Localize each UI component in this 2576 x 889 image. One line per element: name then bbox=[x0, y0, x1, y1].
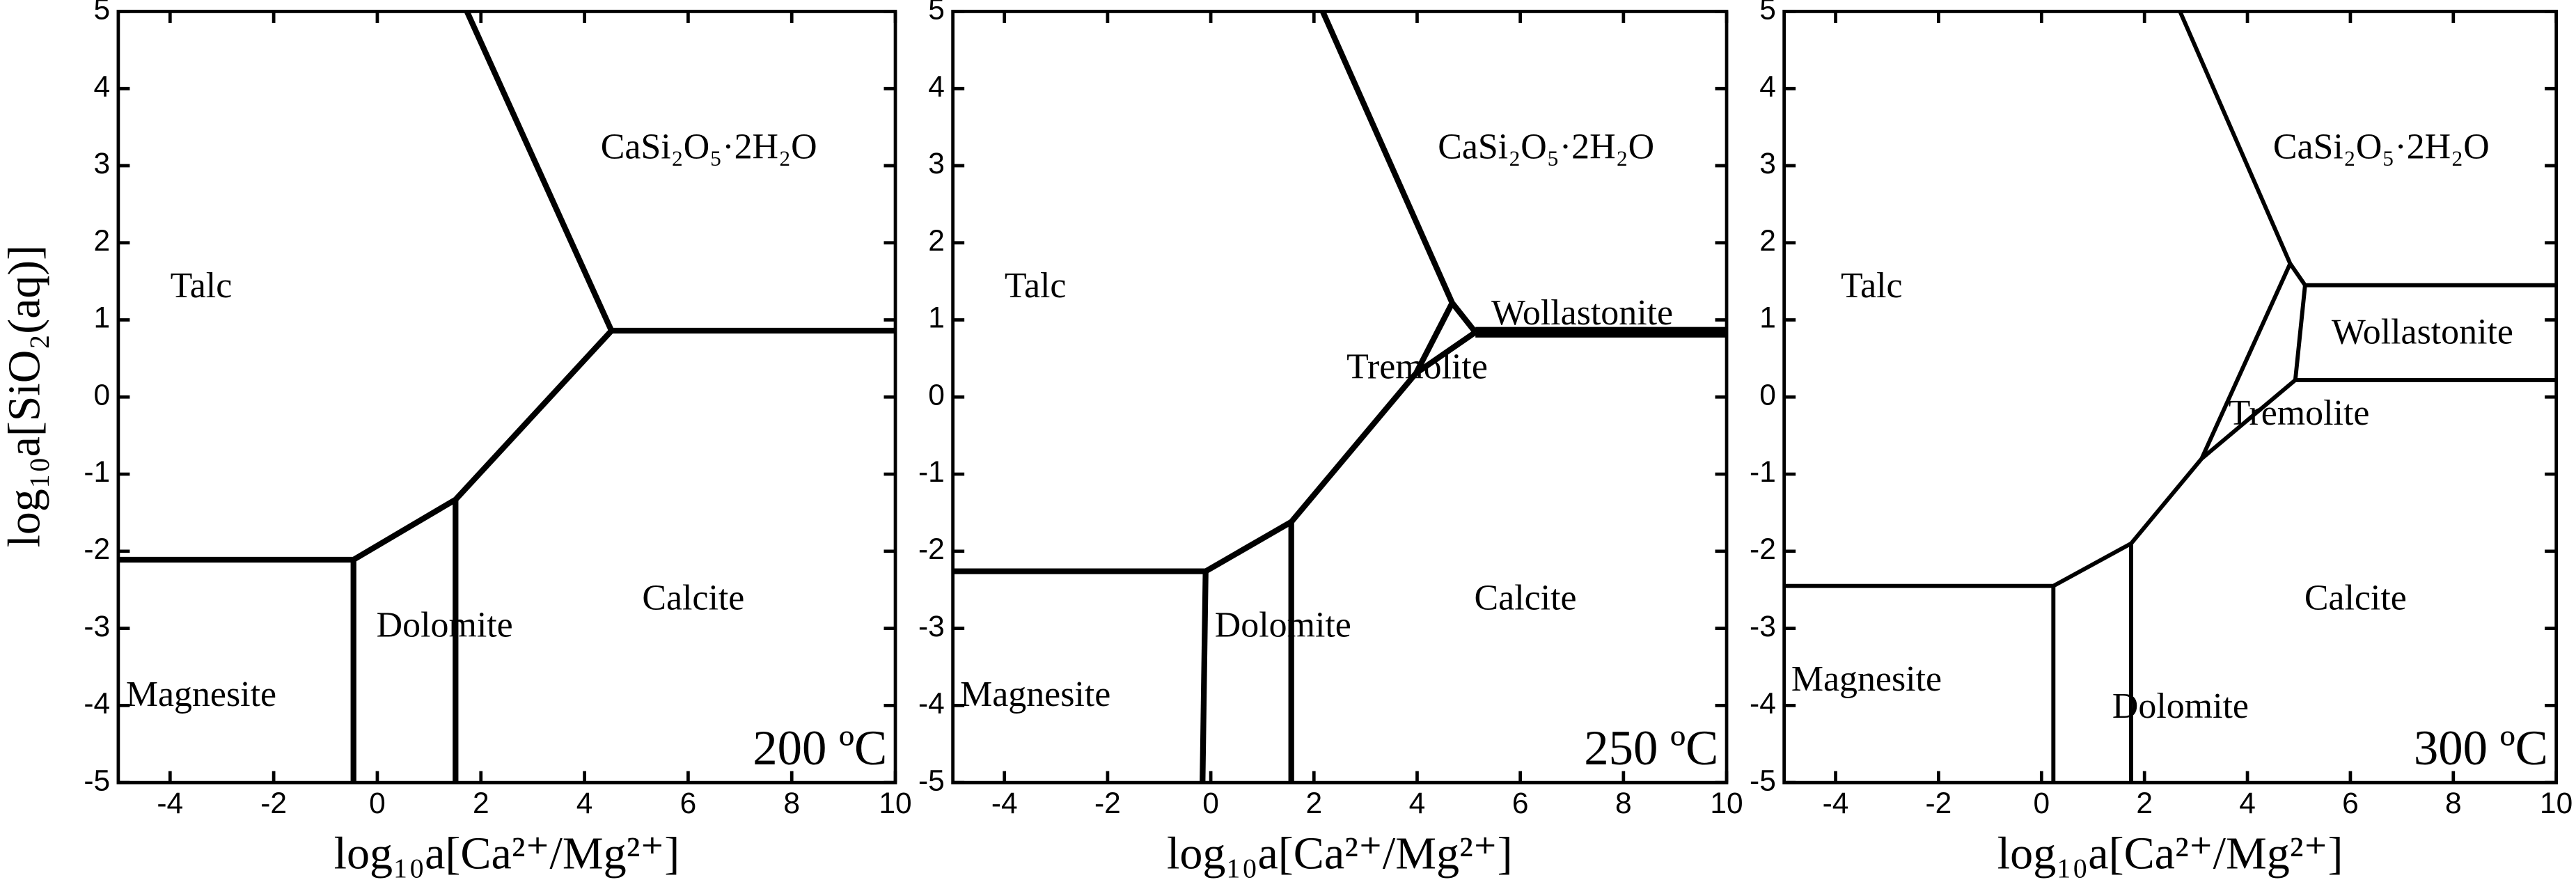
field-label: Dolomite bbox=[1215, 606, 1351, 645]
y-axis-label: log₁₀a[SiO₂(aq)] bbox=[0, 245, 50, 548]
x-tick-label: 8 bbox=[2445, 787, 2462, 819]
x-tick-label: 0 bbox=[2034, 787, 2050, 819]
field-label: Talc bbox=[1005, 266, 1067, 306]
y-tick-label: -4 bbox=[918, 687, 945, 720]
y-tick-label: -4 bbox=[84, 687, 110, 720]
y-tick-label: 4 bbox=[93, 70, 110, 102]
temperature-label: 300 ºC bbox=[2414, 721, 2548, 776]
y-tick-label: 3 bbox=[93, 147, 110, 180]
y-tick-label: -5 bbox=[84, 764, 110, 796]
y-tick-label: 5 bbox=[93, 0, 110, 26]
field-label: Talc bbox=[1841, 266, 1903, 306]
phase-boundary bbox=[2178, 10, 2557, 288]
phase-boundary bbox=[464, 10, 896, 334]
y-tick-label: -5 bbox=[1750, 764, 1776, 796]
field-label: Magnesite bbox=[1791, 659, 1942, 699]
phase-boundary bbox=[118, 329, 614, 563]
y-tick-label: 4 bbox=[928, 70, 945, 102]
y-tick-label: -1 bbox=[918, 455, 945, 488]
field-label: CaSi₂O₅·2H₂O bbox=[2273, 127, 2490, 167]
field-label: Wollastonite bbox=[2332, 313, 2513, 352]
x-axis-label: log₁₀a[Ca²⁺/Mg²⁺] bbox=[1997, 828, 2343, 879]
y-tick-label: 3 bbox=[1759, 147, 1776, 180]
x-tick-label: 8 bbox=[1615, 787, 1632, 819]
x-tick-label: 10 bbox=[2540, 787, 2573, 819]
y-tick-label: 1 bbox=[928, 301, 945, 334]
field-label: Talc bbox=[171, 266, 233, 306]
y-tick-label: 5 bbox=[1759, 0, 1776, 26]
phase-boundary bbox=[1784, 262, 2293, 588]
y-tick-label: 0 bbox=[928, 379, 945, 411]
field-label: Calcite bbox=[642, 579, 744, 618]
field-label: Dolomite bbox=[2112, 686, 2249, 726]
y-tick-label: 5 bbox=[928, 0, 945, 26]
y-tick-label: 0 bbox=[93, 379, 110, 411]
temperature-label: 250 ºC bbox=[1584, 721, 1718, 776]
phase-boundary bbox=[2200, 378, 2297, 461]
y-tick-label: -2 bbox=[84, 533, 110, 565]
y-tick-label: -3 bbox=[918, 610, 945, 643]
x-tick-label: -2 bbox=[1094, 787, 1121, 819]
y-tick-label: 4 bbox=[1759, 70, 1776, 102]
phase-boundary bbox=[952, 301, 1455, 574]
y-tick-label: 1 bbox=[1759, 301, 1776, 334]
field-label: Tremolite bbox=[1346, 347, 1488, 386]
y-tick-label: -1 bbox=[1750, 455, 1776, 488]
x-tick-label: 2 bbox=[473, 787, 489, 819]
field-label: CaSi₂O₅·2H₂O bbox=[601, 127, 817, 167]
x-tick-label: 6 bbox=[1512, 787, 1529, 819]
x-tick-label: 0 bbox=[1202, 787, 1219, 819]
field-label: CaSi₂O₅·2H₂O bbox=[1438, 127, 1654, 167]
y-tick-label: 2 bbox=[1759, 224, 1776, 257]
y-tick-label: 2 bbox=[93, 224, 110, 257]
x-tick-label: 6 bbox=[680, 787, 697, 819]
x-tick-label: -4 bbox=[1823, 787, 1849, 819]
x-tick-label: 0 bbox=[369, 787, 386, 819]
field-label: Magnesite bbox=[960, 675, 1110, 714]
y-tick-label: -2 bbox=[1750, 533, 1776, 565]
x-tick-label: -4 bbox=[157, 787, 183, 819]
y-tick-label: -3 bbox=[84, 610, 110, 643]
y-tick-label: -2 bbox=[918, 533, 945, 565]
x-tick-label: 10 bbox=[1710, 787, 1743, 819]
x-tick-label: 8 bbox=[783, 787, 800, 819]
y-tick-label: 1 bbox=[93, 301, 110, 334]
x-axis-label: log₁₀a[Ca²⁺/Mg²⁺] bbox=[334, 828, 680, 879]
field-label: Calcite bbox=[2304, 579, 2407, 618]
field-label: Calcite bbox=[1475, 579, 1577, 618]
x-tick-label: 4 bbox=[1409, 787, 1426, 819]
x-tick-label: -4 bbox=[991, 787, 1018, 819]
field-label: Tremolite bbox=[2229, 393, 2370, 433]
x-tick-label: 10 bbox=[879, 787, 911, 819]
x-tick-label: 2 bbox=[2136, 787, 2153, 819]
temperature-label: 200 ºC bbox=[753, 721, 887, 776]
field-label: Dolomite bbox=[377, 606, 513, 645]
y-tick-label: 3 bbox=[928, 147, 945, 180]
x-tick-label: 4 bbox=[2239, 787, 2256, 819]
y-tick-label: 0 bbox=[1759, 379, 1776, 411]
x-tick-label: 2 bbox=[1305, 787, 1322, 819]
x-tick-label: 6 bbox=[2342, 787, 2359, 819]
y-tick-label: -5 bbox=[918, 764, 945, 796]
x-tick-label: -2 bbox=[260, 787, 287, 819]
y-tick-label: 2 bbox=[928, 224, 945, 257]
field-label: Magnesite bbox=[126, 675, 276, 714]
y-tick-label: -3 bbox=[1750, 610, 1776, 643]
field-label: Wollastonite bbox=[1491, 293, 1673, 333]
x-tick-label: 4 bbox=[576, 787, 593, 819]
phase-boundary bbox=[1414, 329, 1477, 376]
phase-boundary bbox=[1320, 10, 1478, 334]
y-tick-label: -4 bbox=[1750, 687, 1776, 720]
y-tick-label: -1 bbox=[84, 455, 110, 488]
x-axis-label: log₁₀a[Ca²⁺/Mg²⁺] bbox=[1167, 828, 1513, 879]
phase-boundary bbox=[1200, 571, 1209, 783]
x-tick-label: -2 bbox=[1926, 787, 1952, 819]
